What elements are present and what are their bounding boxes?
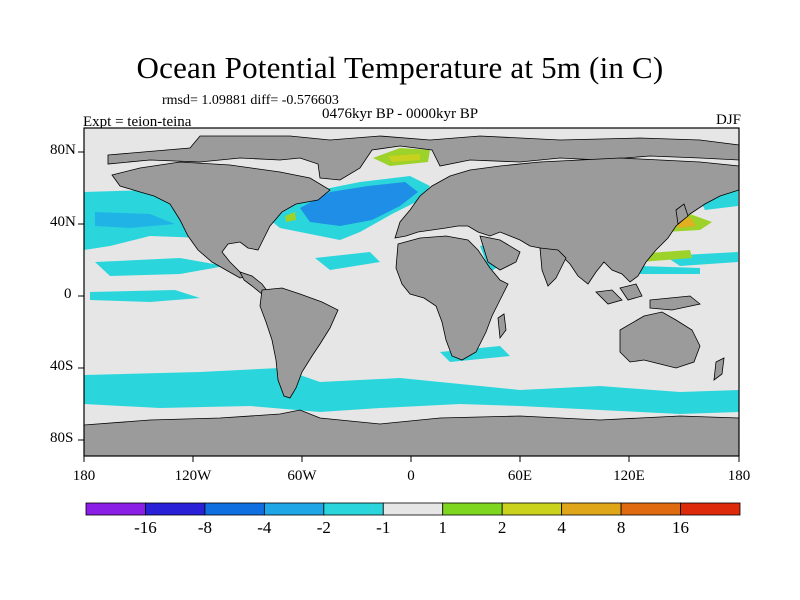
y-tick-label: 80S: [50, 430, 74, 446]
x-tick-label: 180: [727, 468, 751, 484]
y-tick-label: 0: [64, 286, 72, 302]
madagascar: [497, 313, 507, 340]
new-zealand: [713, 357, 725, 381]
colorbar-swatch: [382, 502, 444, 516]
colorbar-level-label: -1: [376, 518, 391, 537]
colorbar-swatch: [85, 502, 146, 516]
south-america: [259, 287, 339, 399]
y-tick-label: 40N: [50, 214, 76, 230]
colorbar-level-label: 8: [616, 518, 626, 537]
australia: [619, 311, 701, 369]
sumatra: [595, 289, 623, 305]
africa: [395, 235, 509, 361]
india: [539, 247, 567, 287]
colorbar-level-label: -16: [134, 518, 157, 537]
stats-line: rmsd= 1.09881 diff= -0.576603: [162, 93, 339, 108]
borneo: [619, 283, 643, 301]
axis-ticks: [78, 151, 740, 462]
x-tick-label: 0: [407, 468, 415, 484]
colorbar-swatch: [501, 502, 563, 516]
colorbar-level-label: 2: [497, 518, 507, 537]
x-tick-label: 60W: [287, 468, 317, 484]
colorbar-swatch: [561, 502, 622, 516]
colorbar-level-label: -8: [197, 518, 212, 537]
plot-title: Ocean Potential Temperature at 5m (in C): [136, 50, 664, 85]
colorbar-swatch: [263, 502, 325, 516]
y-tick-label: 40S: [50, 358, 74, 374]
y-tick-label: 80N: [50, 142, 76, 158]
colorbar-level-label: 4: [557, 518, 566, 537]
colorbar-swatch: [145, 502, 206, 516]
colorbar: [85, 502, 741, 516]
eurasia: [394, 157, 740, 285]
colorbar-level-label: -4: [257, 518, 272, 537]
colorbar-level-label: 16: [672, 518, 690, 537]
x-tick-label: 180: [72, 468, 96, 484]
period-label: 0476kyr BP - 0000kyr BP: [322, 106, 479, 122]
new-guinea: [649, 295, 701, 311]
colorbar-swatch: [620, 502, 681, 516]
continents: [83, 135, 740, 457]
colorbar-swatch: [323, 502, 384, 516]
season-label: DJF: [715, 112, 741, 128]
colorbar-swatch: [204, 502, 265, 516]
arctic-region: [107, 135, 740, 181]
north-america: [111, 161, 331, 279]
x-tick-label: 120W: [174, 468, 212, 484]
colorbar-level-label: 1: [438, 518, 447, 537]
x-tick-label: 60E: [507, 468, 533, 484]
colorbar-swatch: [442, 502, 503, 516]
colorbar-level-label: -2: [316, 518, 331, 537]
experiment-label: Expt = teion-teina: [83, 114, 192, 130]
arabia: [479, 235, 521, 271]
japan: [675, 203, 689, 225]
colorbar-swatch: [680, 502, 741, 516]
x-tick-label: 120E: [613, 468, 645, 484]
